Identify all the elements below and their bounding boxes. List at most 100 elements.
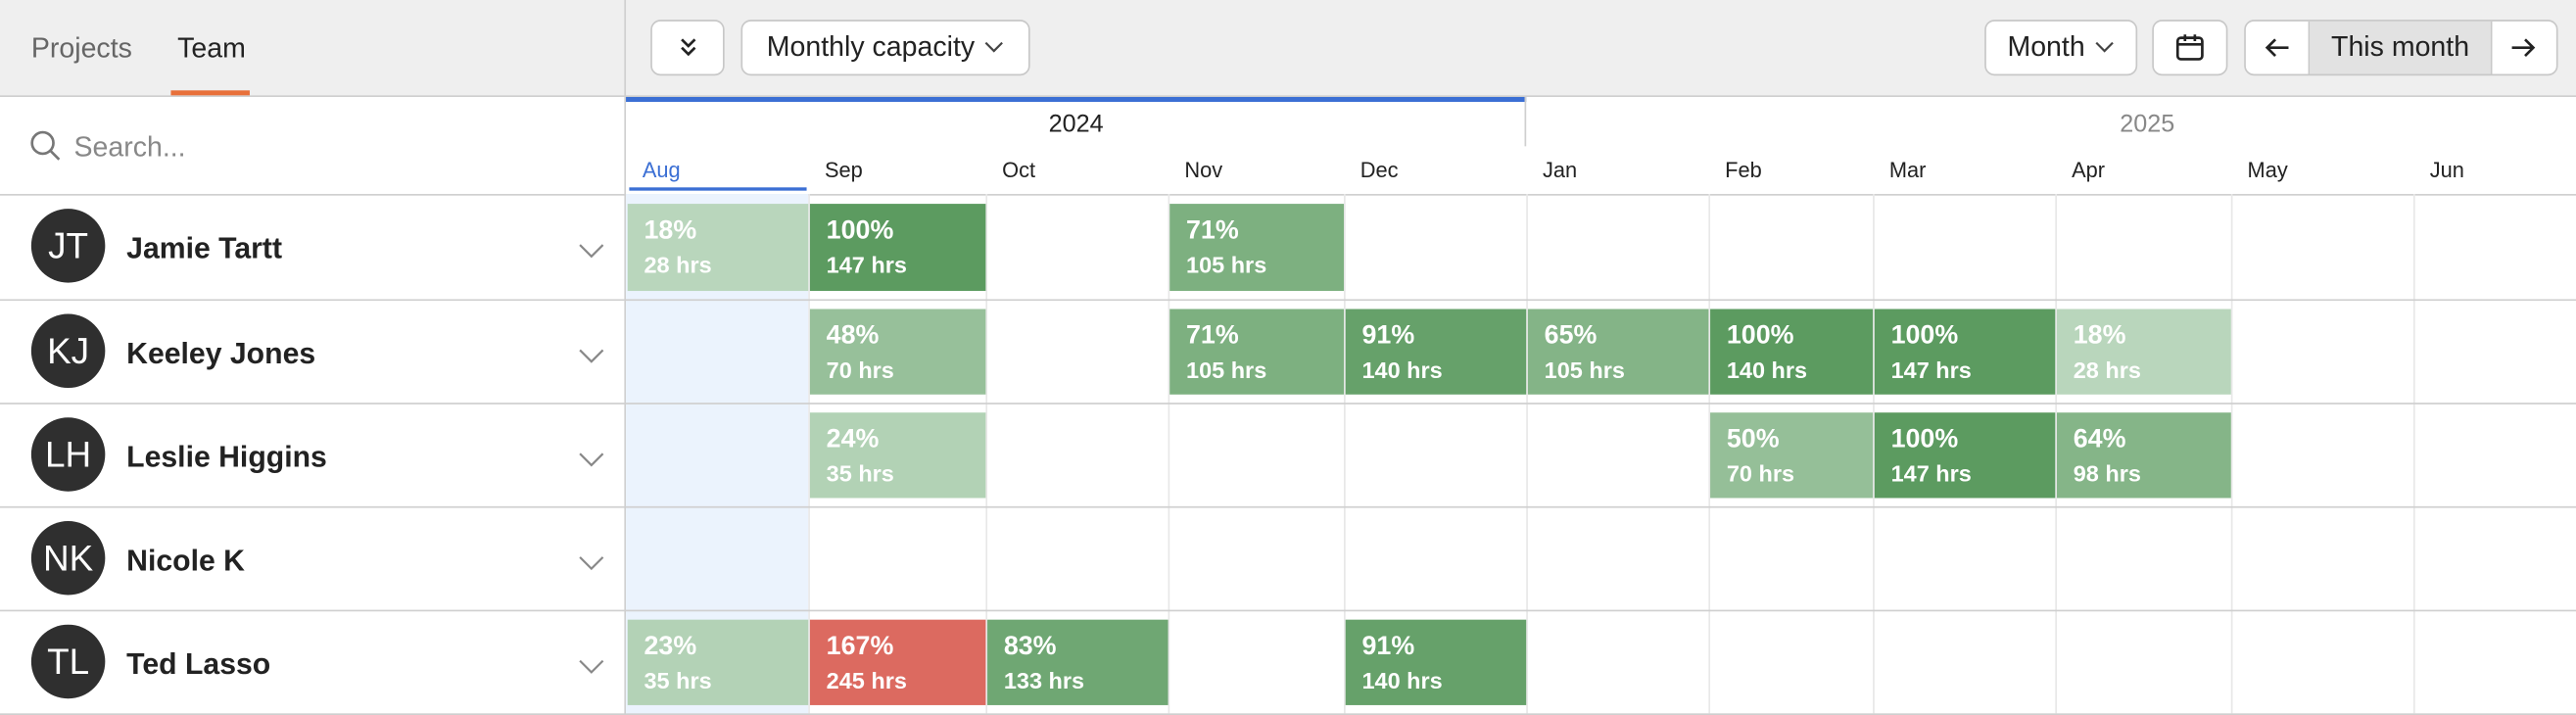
search-icon: [30, 130, 61, 161]
month-label: Jan: [1542, 158, 1578, 183]
period-dropdown[interactable]: Month: [1984, 20, 2138, 76]
today-button[interactable]: This month: [2310, 21, 2491, 74]
person-name: Nicole K: [126, 544, 245, 578]
hours: 140 hrs: [1361, 667, 1443, 694]
hours: 70 hrs: [1726, 459, 1795, 487]
capacity-cell[interactable]: 64% 98 hrs: [2056, 412, 2231, 499]
hours: 28 hrs: [2073, 357, 2141, 384]
column-line: [985, 194, 988, 714]
header-border: [0, 194, 2576, 196]
column-line: [2412, 194, 2415, 714]
date-nav: This month: [2244, 20, 2558, 76]
icon: [2175, 34, 2204, 61]
percent: 71%: [1186, 216, 1239, 246]
row-border: [0, 299, 2576, 302]
capacity-cell[interactable]: 18% 28 hrs: [627, 204, 809, 292]
percent: 100%: [1726, 321, 1794, 351]
month-label: Nov: [1184, 158, 1223, 183]
icon: [2095, 41, 2114, 53]
percent: 83%: [1003, 633, 1057, 661]
expand-toggle[interactable]: [578, 550, 604, 571]
capacity-cell[interactable]: 71% 105 hrs: [1169, 204, 1345, 292]
percent: 18%: [644, 216, 697, 246]
percent: 48%: [826, 321, 880, 351]
capacity-cell[interactable]: 100% 147 hrs: [1874, 412, 2056, 499]
capacity-cell[interactable]: 50% 70 hrs: [1710, 412, 1874, 499]
month-label: May: [2247, 158, 2288, 183]
percent: 167%: [826, 633, 894, 661]
hours: 140 hrs: [1726, 357, 1808, 384]
icon: [579, 453, 604, 467]
avatar: TL: [30, 624, 106, 699]
next-button[interactable]: [2490, 21, 2556, 74]
icon: [985, 41, 1004, 53]
row-border: [0, 403, 2576, 405]
month-label: Mar: [1888, 158, 1927, 183]
hours: 105 hrs: [1186, 357, 1267, 384]
capacity-cell[interactable]: 71% 105 hrs: [1169, 309, 1345, 395]
calendar-button[interactable]: [2152, 20, 2228, 76]
column-line: [2055, 194, 2057, 714]
expand-toggle[interactable]: [578, 447, 604, 467]
capacity-cell[interactable]: 167% 245 hrs: [809, 619, 986, 705]
tab-underline: [170, 90, 250, 96]
hours: 35 hrs: [826, 459, 894, 487]
capacity-cell[interactable]: 100% 147 hrs: [1874, 309, 2056, 395]
row-border: [0, 609, 2576, 612]
percent: 18%: [2073, 321, 2126, 351]
hours: 105 hrs: [1544, 357, 1625, 384]
icon: [579, 349, 604, 363]
hours: 98 hrs: [2073, 459, 2141, 487]
hours: 105 hrs: [1186, 251, 1267, 278]
month-label: Sep: [825, 158, 863, 183]
capacity-cell[interactable]: 91% 140 hrs: [1345, 619, 1527, 705]
percent: 91%: [1361, 321, 1415, 351]
capacity-cell[interactable]: 23% 35 hrs: [627, 619, 809, 705]
person-name: Ted Lasso: [126, 647, 271, 681]
capacity-cell[interactable]: 91% 140 hrs: [1345, 309, 1527, 395]
month-label: Apr: [2072, 158, 2106, 183]
hours: 147 hrs: [826, 251, 907, 278]
expand-toggle[interactable]: [578, 344, 604, 363]
icon: [579, 659, 604, 674]
year-divider: [1524, 97, 1527, 147]
capacity-cell[interactable]: 100% 147 hrs: [809, 204, 986, 292]
capacity-cell[interactable]: 100% 140 hrs: [1710, 309, 1874, 395]
year-bar: [626, 97, 1527, 103]
avatar: JT: [30, 209, 106, 283]
view-dropdown[interactable]: Monthly capacity: [740, 20, 1030, 76]
percent: 91%: [1361, 633, 1415, 661]
hours: 147 hrs: [1890, 459, 1972, 487]
icon: [2512, 38, 2536, 58]
year-label: 2024: [1048, 110, 1104, 138]
label: Monthly capacity: [766, 30, 976, 63]
current-month-underline: [629, 187, 807, 191]
column-line: [1168, 194, 1170, 714]
percent: 24%: [826, 425, 880, 454]
column-line: [1873, 194, 1875, 714]
search-input[interactable]: Search...: [73, 131, 186, 164]
month-label: Dec: [1360, 158, 1399, 183]
year-label: 2025: [2120, 110, 2175, 138]
capacity-cell[interactable]: 48% 70 hrs: [809, 309, 986, 395]
tab[interactable]: Projects: [30, 32, 132, 65]
person-name: Leslie Higgins: [126, 440, 327, 474]
month-label: Aug: [642, 158, 681, 183]
prev-button[interactable]: [2246, 21, 2311, 74]
collapse-button[interactable]: [650, 20, 725, 76]
avatar: KJ: [30, 313, 106, 389]
column-line: [808, 194, 810, 714]
capacity-cell[interactable]: 18% 28 hrs: [2056, 309, 2231, 395]
percent: 23%: [644, 633, 697, 661]
capacity-cell[interactable]: 24% 35 hrs: [809, 412, 986, 499]
expand-toggle[interactable]: [578, 238, 604, 259]
row-border: [0, 713, 2576, 715]
capacity-cell[interactable]: 83% 133 hrs: [987, 619, 1169, 705]
hours: 133 hrs: [1003, 667, 1085, 694]
tab-active[interactable]: Team: [177, 32, 246, 65]
capacity-cell[interactable]: 65% 105 hrs: [1527, 309, 1709, 395]
expand-toggle[interactable]: [578, 654, 604, 674]
icon: [579, 556, 604, 571]
